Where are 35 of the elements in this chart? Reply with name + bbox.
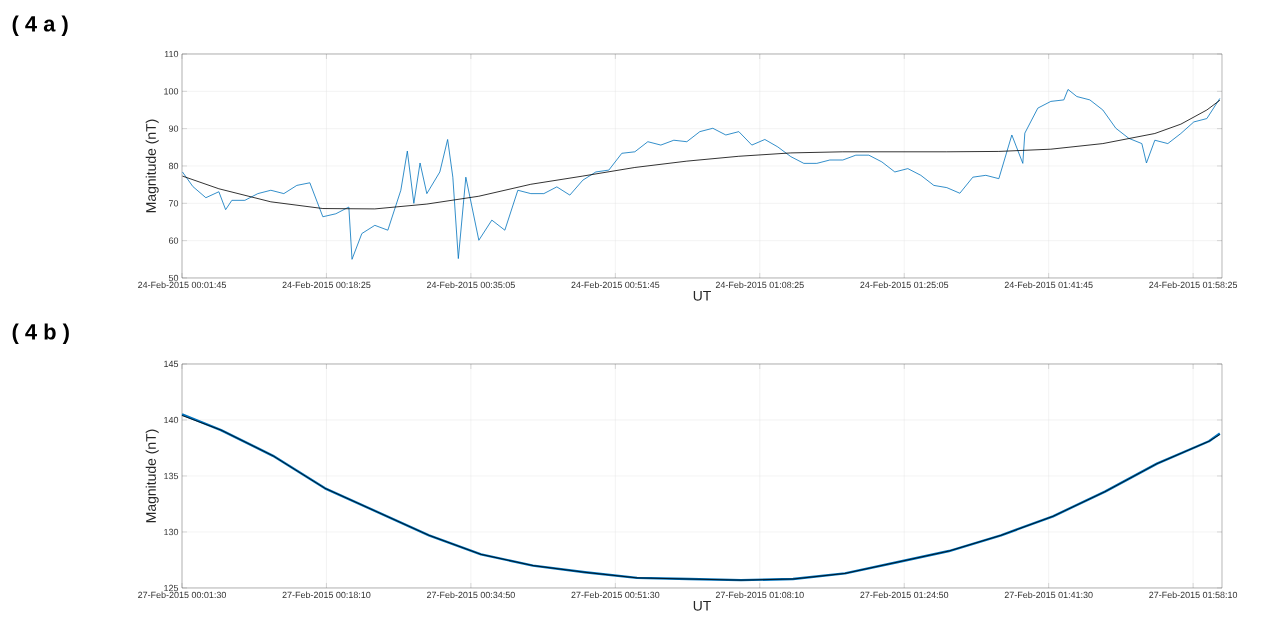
x-axis-title: UT [693, 600, 711, 611]
x-tick-label: 24-Feb-2015 00:01:45 [138, 281, 226, 289]
y-tick-label: 50 [168, 274, 179, 282]
y-tick-label: 90 [168, 125, 179, 132]
y-tick-label: 135 [164, 472, 179, 480]
chart-title: ( 4 b ) [12, 323, 69, 344]
y-axis-title: Magnitude (nT) [145, 429, 159, 523]
y-tick-label: 100 [164, 88, 179, 95]
x-tick-label: 27-Feb-2015 01:58:10 [1149, 591, 1238, 599]
chart-title: ( 4 a ) [12, 15, 68, 36]
y-tick-label: 70 [168, 200, 179, 207]
y-tick-label: 145 [164, 360, 179, 368]
x-tick-label: 24-Feb-2015 01:41:45 [1004, 281, 1093, 289]
y-tick-label: 125 [164, 584, 179, 592]
x-axis-title: UT [693, 290, 711, 301]
x-tick-label: 27-Feb-2015 00:34:50 [426, 591, 515, 599]
x-tick-label: 27-Feb-2015 00:01:30 [138, 591, 227, 599]
x-tick-label: 27-Feb-2015 00:51:30 [571, 591, 660, 599]
x-tick-label: 24-Feb-2015 01:58:25 [1149, 281, 1238, 289]
x-tick-label: 27-Feb-2015 01:41:30 [1004, 591, 1093, 599]
x-tick-label: 24-Feb-2015 00:18:25 [282, 281, 371, 289]
y-tick-label: 80 [168, 162, 179, 170]
y-tick-label: 60 [168, 237, 179, 244]
x-tick-label: 24-Feb-2015 00:35:05 [426, 281, 515, 289]
x-tick-label: 24-Feb-2015 00:51:45 [571, 281, 660, 289]
y-axis-title: Magnitude (nT) [145, 119, 159, 213]
y-tick-label: 140 [164, 416, 179, 424]
y-tick-label: 130 [164, 528, 179, 536]
line-series [182, 89, 1221, 260]
x-tick-label: 24-Feb-2015 01:08:25 [715, 281, 804, 289]
y-tick-label: 110 [164, 50, 179, 58]
x-tick-label: 27-Feb-2015 01:08:10 [715, 591, 804, 599]
x-tick-label: 27-Feb-2015 00:18:10 [282, 591, 371, 599]
x-tick-label: 27-Feb-2015 01:24:50 [860, 591, 949, 599]
x-tick-label: 24-Feb-2015 01:25:05 [860, 281, 949, 289]
